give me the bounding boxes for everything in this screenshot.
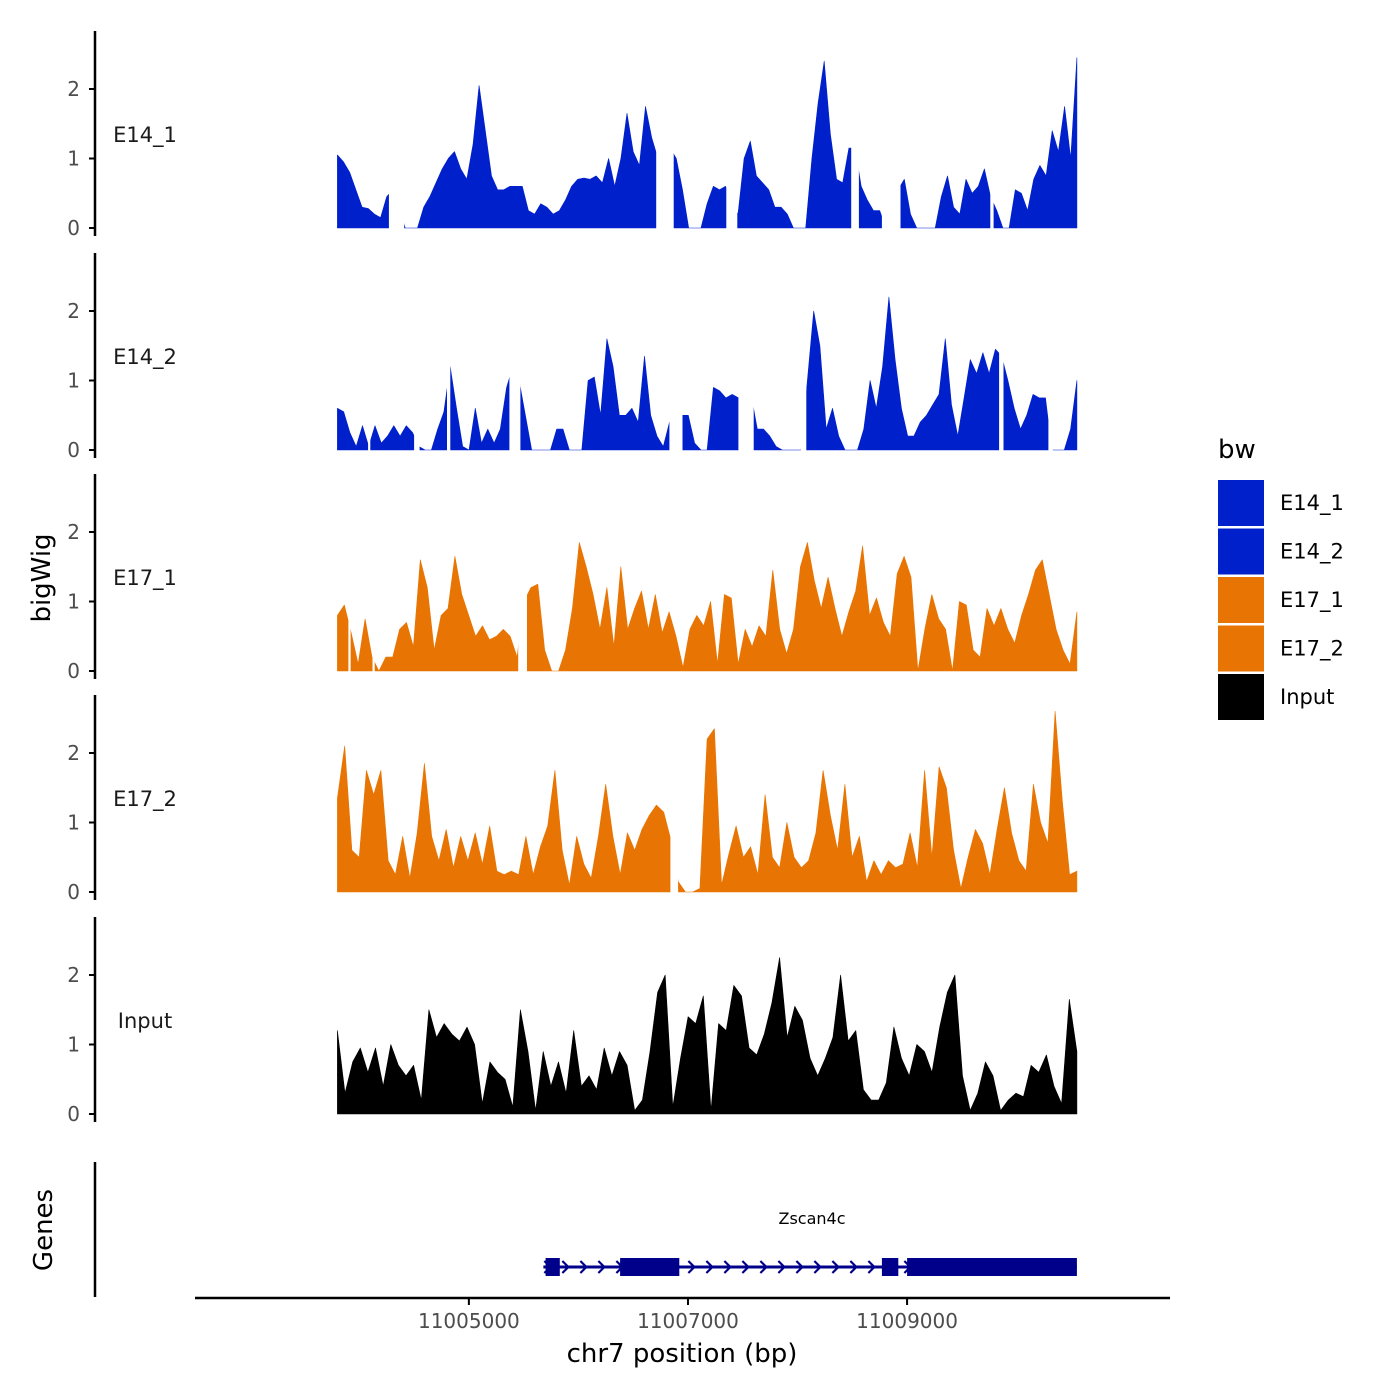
coverage-gap-E17_1-0 [348, 471, 351, 672]
coverage-gap-E14_2-0 [368, 250, 371, 451]
coverage-gap-E17_1-1 [372, 471, 375, 672]
y-tick-label-E17_2-1: 1 [67, 811, 80, 835]
track-E17_1: 0 1 2 E17_1 [67, 471, 1078, 683]
coverage-gap-E14_1-1 [656, 28, 674, 229]
coverage-gap-E14_2-6 [800, 250, 807, 451]
y-tick-label-E17_1-1: 1 [67, 590, 80, 614]
strand-arrow-icon [813, 1260, 822, 1274]
y-tick-label-E14_1-1: 1 [67, 147, 80, 171]
coverage-gap-E14_1-2 [726, 28, 738, 229]
y-tick-label-Input-1: 1 [67, 1033, 80, 1057]
legend-title: bw [1218, 435, 1256, 465]
strand-arrow-icon [831, 1260, 840, 1274]
legend-key-E14_2 [1218, 528, 1264, 575]
coverage-gap-E14_2-2 [447, 250, 451, 451]
x-tick-label-11007000: 11007000 [637, 1309, 739, 1333]
signal-area-E14_1 [337, 57, 1078, 229]
exon-3 [881, 1258, 899, 1276]
gene-model [543, 1258, 1077, 1276]
strand-arrow-icon [723, 1260, 732, 1274]
signal-tracks: 0 1 2 E14_1 0 1 2 E14_2 0 1 2 E17_1 0 1 2 E17_2 0 1 2 Input [67, 28, 1078, 1126]
signal-area-E17_1 [337, 542, 1078, 672]
coverage-gap-E14_2-7 [999, 250, 1004, 451]
legend-key-E17_2 [1218, 625, 1264, 672]
coverage-gap-E14_2-1 [414, 250, 420, 451]
strand-arrow-icon [741, 1260, 750, 1274]
strand-arrow-icon [597, 1260, 606, 1274]
strand-arrow-icon [687, 1260, 696, 1274]
track-E14_2: 0 1 2 E14_2 [67, 250, 1078, 462]
coverage-gap-E14_2-4 [669, 250, 683, 451]
strand-arrow-icon [705, 1260, 714, 1274]
gene-track: Genes Zscan4c [29, 1162, 1077, 1297]
gene-name-label: Zscan4c [778, 1209, 845, 1228]
track-label-E14_1: E14_1 [113, 123, 177, 148]
strand-arrow-icon [777, 1260, 786, 1274]
x-tick-label-11005000: 11005000 [418, 1309, 520, 1333]
coverage-gap-E14_1-4 [881, 28, 901, 229]
legend-key-E14_1 [1218, 480, 1264, 526]
strand-arrow-icon [759, 1260, 768, 1274]
legend-key-Input [1218, 674, 1264, 720]
y-tick-label-E14_1-2: 2 [67, 77, 80, 101]
x-axis-title: chr7 position (bp) [567, 1339, 798, 1369]
strand-arrow-icon [849, 1260, 858, 1274]
exon-1 [545, 1258, 560, 1276]
strand-arrow-icon [867, 1260, 876, 1274]
track-E14_1: 0 1 2 E14_1 [67, 28, 1078, 240]
legend-label-E14_1: E14_1 [1280, 491, 1344, 516]
legend-label-Input: Input [1280, 685, 1334, 709]
signal-area-E17_2 [337, 711, 1078, 893]
y-tick-label-E14_1-0: 0 [67, 216, 80, 240]
strand-arrow-icon [561, 1260, 570, 1274]
legend-label-E17_1: E17_1 [1280, 588, 1344, 613]
track-label-E17_2: E17_2 [113, 787, 177, 812]
coverage-gap-E14_2-5 [738, 250, 754, 451]
coverage-gap-E14_2-3 [509, 250, 521, 451]
track-Input: 0 1 2 Input [67, 917, 1078, 1126]
signal-area-E14_2 [337, 296, 1078, 451]
track-label-Input: Input [118, 1009, 172, 1033]
legend: bw E14_1 E14_2 E17_1 E17_2 Input [1218, 435, 1344, 720]
genes-axis-title: Genes [29, 1189, 59, 1271]
legend-label-E14_2: E14_2 [1280, 540, 1344, 565]
x-axis: chr7 position (bp) 11005000 11007000 11009… [195, 1296, 1170, 1369]
coverage-gap-E14_1-0 [388, 28, 405, 229]
legend-label-E17_2: E17_2 [1280, 637, 1344, 662]
exon-4 [907, 1258, 1077, 1276]
y-tick-label-E14_2-1: 1 [67, 369, 80, 393]
track-label-E17_1: E17_1 [113, 566, 177, 591]
y-tick-label-E14_2-2: 2 [67, 299, 80, 323]
y-tick-label-E17_2-0: 0 [67, 880, 80, 904]
y-axis-title: bigWig [27, 533, 57, 622]
y-tick-label-E17_2-2: 2 [67, 741, 80, 765]
y-tick-label-Input-2: 2 [67, 963, 80, 987]
strand-arrow-icon [795, 1260, 804, 1274]
strand-arrow-icon [579, 1260, 588, 1274]
coverage-gap-E17_1-2 [518, 471, 527, 672]
coverage-gap-E17_2-0 [670, 692, 679, 893]
x-tick-label-11009000: 11009000 [856, 1309, 958, 1333]
coverage-gap-E14_2-8 [1048, 250, 1053, 451]
y-tick-label-Input-0: 0 [67, 1102, 80, 1126]
track-label-E14_2: E14_2 [113, 345, 177, 370]
coverage-gap-E14_1-3 [851, 28, 859, 229]
coverage-gap-E14_1-5 [990, 28, 994, 229]
y-tick-label-E17_1-2: 2 [67, 520, 80, 544]
exon-2 [620, 1258, 680, 1276]
y-tick-label-E14_2-0: 0 [67, 438, 80, 462]
legend-key-E17_1 [1218, 577, 1264, 623]
signal-area-Input [337, 957, 1078, 1115]
y-tick-label-E17_1-0: 0 [67, 659, 80, 683]
track-E17_2: 0 1 2 E17_2 [67, 692, 1078, 904]
